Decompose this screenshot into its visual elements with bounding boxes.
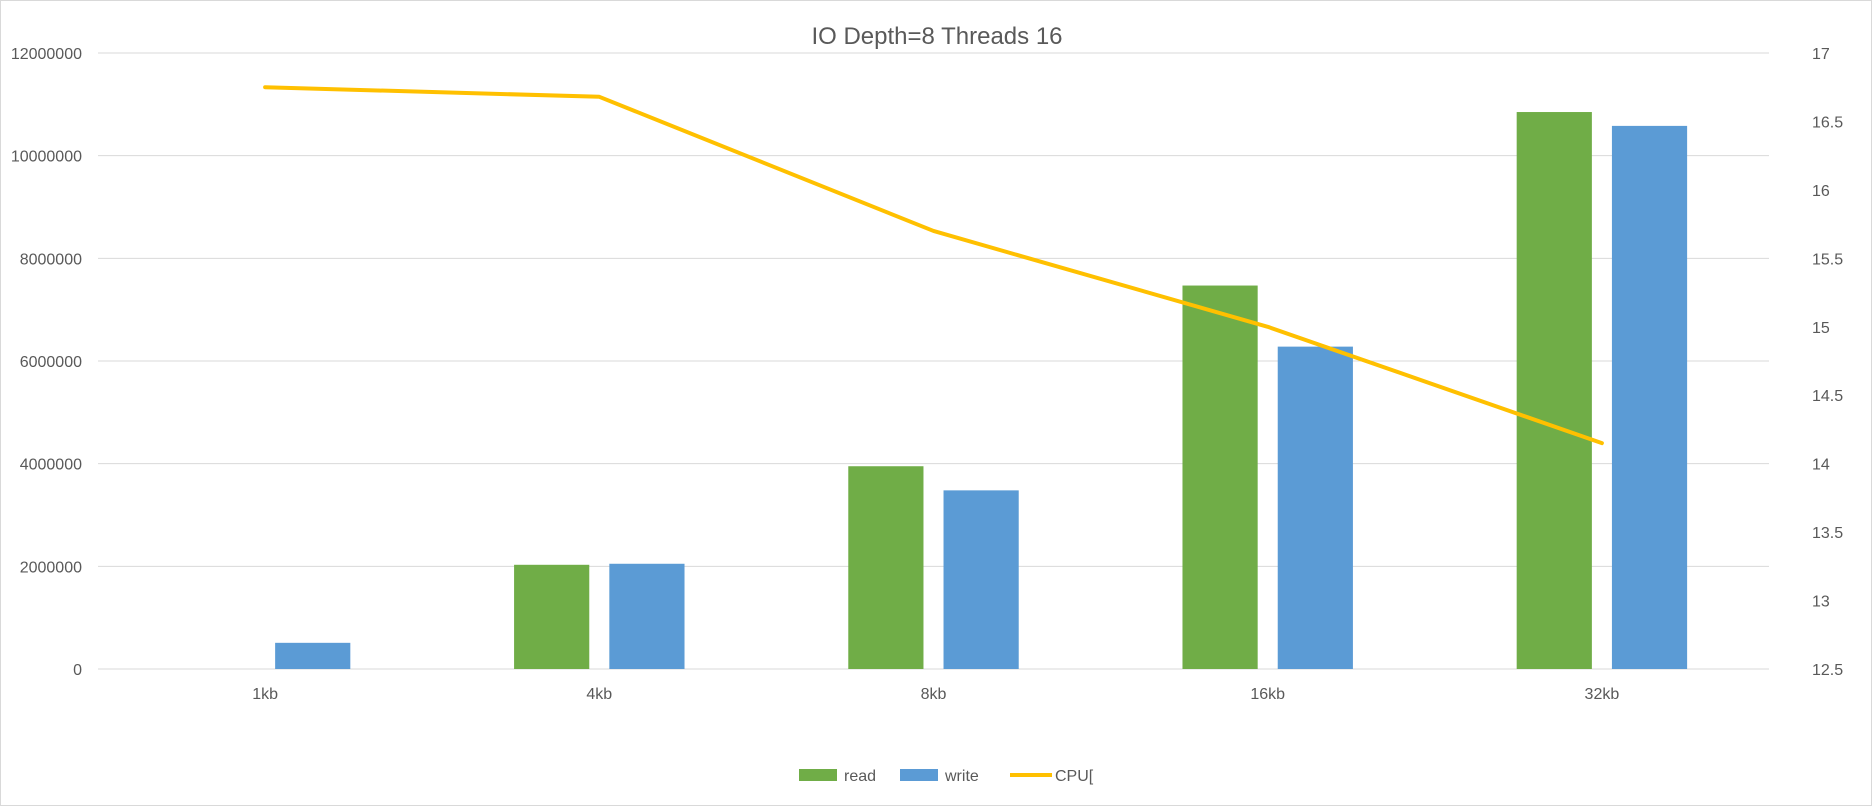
left-axis-tick-label: 8000000 [20, 251, 82, 268]
left-axis-tick-label: 6000000 [20, 354, 82, 371]
right-axis-tick-label: 14 [1812, 457, 1830, 474]
right-axis-tick-label: 13 [1812, 594, 1830, 611]
cpu-line-layer [265, 87, 1602, 443]
legend-label: write [944, 768, 979, 785]
left-axis-tick-label: 2000000 [20, 559, 82, 576]
x-axis-ticks: 1kb 4kb 8kb 16kb 32kb [252, 686, 1619, 703]
chart-title: IO Depth=8 Threads 16 [811, 23, 1062, 50]
bar-write-16kb [1278, 347, 1353, 669]
left-axis-tick-label: 4000000 [20, 457, 82, 474]
legend-swatch [900, 769, 938, 781]
legend-item-read: read [799, 768, 876, 785]
right-axis-tick-label: 13.5 [1812, 525, 1843, 542]
right-axis-tick-label: 12.5 [1812, 662, 1843, 679]
bars [275, 112, 1687, 669]
legend-swatch [799, 769, 837, 781]
left-axis-tick-label: 12000000 [11, 46, 82, 63]
right-axis-tick-label: 15.5 [1812, 251, 1843, 268]
right-axis-tick-label: 16 [1812, 183, 1830, 200]
legend-label: CPU[ [1055, 768, 1094, 785]
x-axis-tick-label: 1kb [252, 686, 278, 703]
bar-read-16kb [1182, 286, 1257, 669]
right-axis-ticks: 12.5 13 13.5 14 14.5 15 15.5 16 16.5 17 [1812, 46, 1843, 679]
x-axis-tick-label: 4kb [586, 686, 612, 703]
x-axis-tick-label: 32kb [1585, 686, 1620, 703]
right-axis-tick-label: 14.5 [1812, 388, 1843, 405]
right-axis-tick-label: 15 [1812, 320, 1830, 337]
bar-write-8kb [944, 490, 1019, 669]
x-axis-tick-label: 8kb [921, 686, 947, 703]
bar-read-32kb [1517, 112, 1592, 669]
left-axis-tick-label: 10000000 [11, 149, 82, 166]
bar-write-1kb [275, 643, 350, 669]
right-axis-tick-label: 16.5 [1812, 114, 1843, 131]
line-series-cpu [265, 87, 1602, 443]
legend: read write CPU[ [799, 768, 1094, 785]
legend-label: read [844, 768, 876, 785]
x-axis-tick-label: 16kb [1250, 686, 1285, 703]
bar-read-8kb [848, 466, 923, 669]
legend-item-write: write [900, 768, 979, 785]
legend-item-cpu: CPU[ [1010, 768, 1094, 785]
left-axis-ticks: 0 2000000 4000000 6000000 8000000 10000000 120… [11, 46, 82, 679]
left-axis-tick-label: 0 [73, 662, 82, 679]
bar-write-32kb [1612, 126, 1687, 669]
right-axis-tick-label: 17 [1812, 46, 1830, 63]
bar-write-4kb [609, 564, 684, 669]
bar-read-4kb [514, 565, 589, 669]
